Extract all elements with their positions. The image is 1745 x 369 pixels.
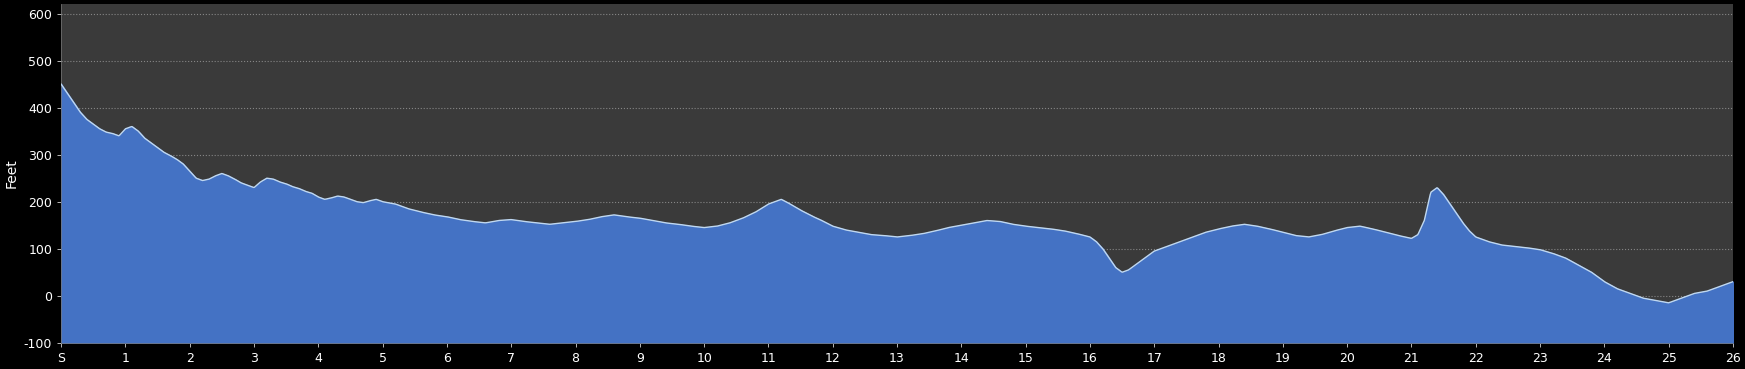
- Y-axis label: Feet: Feet: [3, 159, 17, 188]
